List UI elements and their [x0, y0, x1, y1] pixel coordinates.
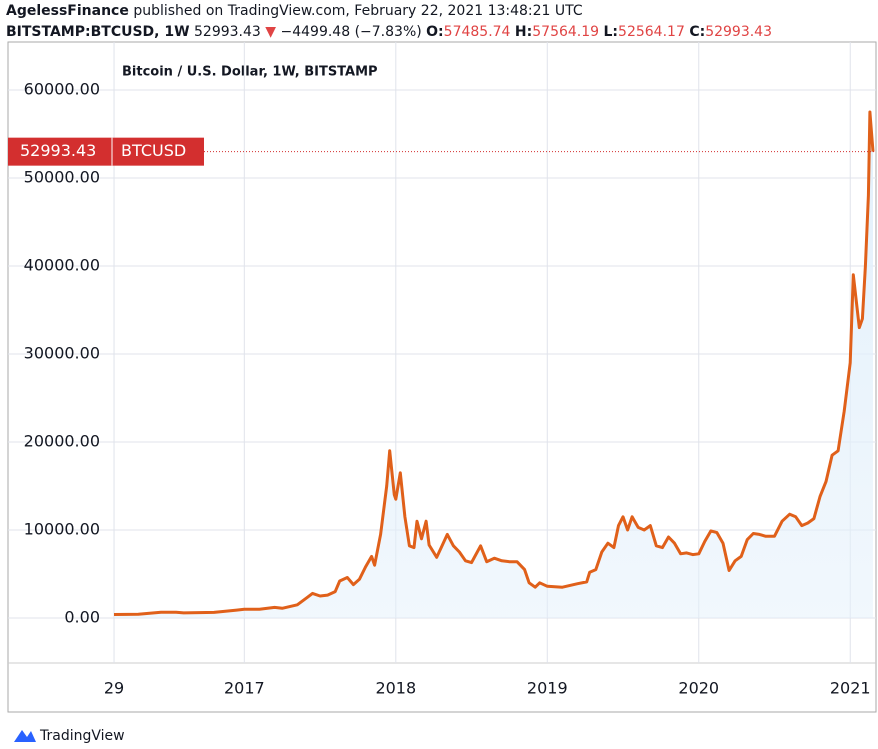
ohlc: O:57485.74 H:57564.19 L:52564.17 C:52993…	[426, 24, 772, 40]
y-tick-label: 0.00	[64, 607, 100, 626]
ohlc-label: O:	[426, 24, 444, 40]
last-price-tag	[8, 137, 204, 166]
symbol-tag: BTCUSD	[121, 141, 186, 160]
header-line-1: AgelessFinance published on TradingView.…	[6, 3, 583, 19]
chart-title: Bitcoin / U.S. Dollar, 1W, BITSTAMP	[122, 65, 378, 80]
chart-frame	[7, 41, 877, 713]
ohlc-label: H:	[514, 24, 533, 40]
price-line	[113, 110, 875, 616]
area	[114, 112, 873, 618]
symbol: BITSTAMP:BTCUSD, 1W	[6, 24, 190, 40]
ohlc-label: L:	[603, 24, 619, 40]
ohlc-value: 52993.43	[705, 24, 772, 40]
y-tick-label: 40000.00	[24, 256, 100, 275]
ohlc-value: 57564.19	[532, 24, 600, 40]
x-tick-label: 2018	[375, 679, 416, 698]
x-tick-label: 2021	[830, 679, 871, 698]
x-tick-label: 2019	[527, 679, 568, 698]
header-line-2: BITSTAMP:BTCUSD, 1W 52993.43 ▼ −4499.48 …	[6, 24, 772, 40]
last-price-label: 52993.43	[20, 141, 96, 160]
y-tick-label: 20000.00	[24, 431, 100, 450]
y-tick-label: 30000.00	[24, 344, 100, 363]
footer-logo	[14, 730, 36, 742]
author: AgelessFinance	[6, 3, 129, 19]
y-tick-label: 60000.00	[24, 80, 100, 99]
down-arrow: ▼	[265, 24, 277, 40]
published: published on TradingView.com, February 2…	[133, 3, 583, 19]
logo-icon	[14, 730, 36, 742]
ohlc-label: C:	[689, 24, 706, 40]
x-tick-label: 2020	[678, 679, 719, 698]
ohlc-value: 52564.17	[618, 24, 685, 40]
ohlc-value: 57485.74	[443, 24, 511, 40]
change: −4499.48 (−7.83%)	[280, 24, 422, 40]
y-tick-label: 10000.00	[24, 519, 100, 538]
last: 52993.43	[194, 24, 261, 40]
x-tick-label: 29	[104, 679, 124, 698]
y-tick-label: 50000.00	[24, 168, 100, 187]
footer-brand: TradingView	[39, 728, 125, 744]
x-tick-label: 2017	[224, 679, 265, 698]
